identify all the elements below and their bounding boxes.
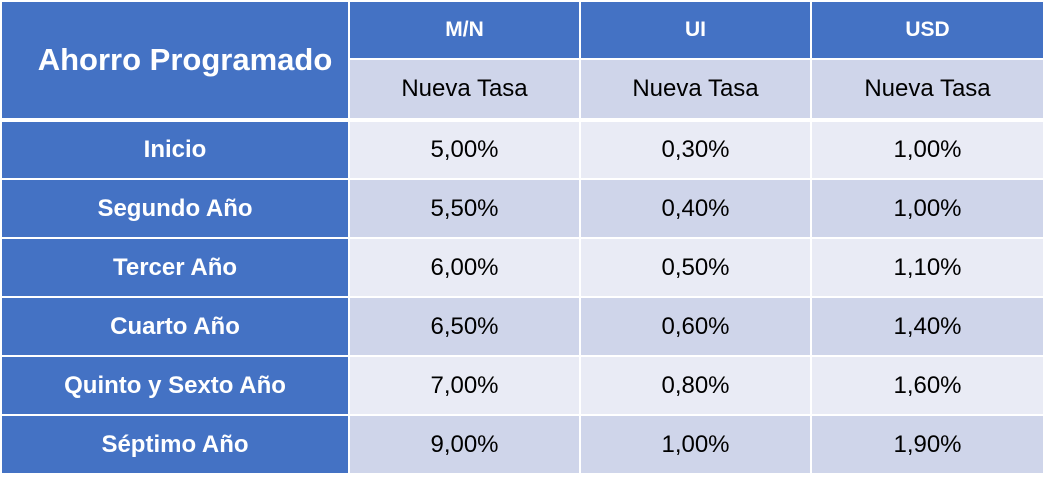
rates-table: Ahorro Programado M/N UI USD Nueva Tasa … xyxy=(2,2,1043,475)
rate-cell: 1,00% xyxy=(579,415,811,475)
row-label: Segundo Año xyxy=(2,179,350,239)
rate-cell: 1,40% xyxy=(810,297,1043,357)
rate-cell: 0,50% xyxy=(579,238,811,298)
currency-header-usd: USD xyxy=(810,2,1043,60)
rate-cell: 7,00% xyxy=(348,356,580,416)
rate-cell: 1,10% xyxy=(810,238,1043,298)
table-row: Tercer Año 6,00% 0,50% 1,10% xyxy=(2,238,1043,298)
rate-cell: 0,80% xyxy=(579,356,811,416)
currency-header-row: Ahorro Programado M/N UI USD xyxy=(2,2,1043,122)
rate-cell: 0,60% xyxy=(579,297,811,357)
table-row: Inicio 5,00% 0,30% 1,00% xyxy=(2,120,1043,180)
row-label: Séptimo Año xyxy=(2,415,350,475)
rate-cell: 0,30% xyxy=(579,120,811,180)
table-title: Ahorro Programado xyxy=(2,2,350,122)
subheader-usd: Nueva Tasa xyxy=(810,59,1043,122)
currency-header-ui: UI xyxy=(579,2,811,60)
table-row: Quinto y Sexto Año 7,00% 0,80% 1,60% xyxy=(2,356,1043,416)
rate-cell: 1,00% xyxy=(810,120,1043,180)
subheader-mn: Nueva Tasa xyxy=(348,59,580,122)
row-label: Tercer Año xyxy=(2,238,350,298)
table-row: Cuarto Año 6,50% 0,60% 1,40% xyxy=(2,297,1043,357)
currency-header-mn: M/N xyxy=(348,2,580,60)
subheader-ui: Nueva Tasa xyxy=(579,59,811,122)
rate-cell: 1,60% xyxy=(810,356,1043,416)
rate-cell: 6,50% xyxy=(348,297,580,357)
rate-cell: 5,00% xyxy=(348,120,580,180)
row-label: Inicio xyxy=(2,120,350,180)
rate-cell: 1,00% xyxy=(810,179,1043,239)
table-row: Segundo Año 5,50% 0,40% 1,00% xyxy=(2,179,1043,239)
rate-cell: 5,50% xyxy=(348,179,580,239)
subheader-row: Nueva Tasa Nueva Tasa Nueva Tasa xyxy=(2,59,1043,122)
rate-cell: 6,00% xyxy=(348,238,580,298)
row-label: Cuarto Año xyxy=(2,297,350,357)
rate-cell: 0,40% xyxy=(579,179,811,239)
rate-cell: 1,90% xyxy=(810,415,1043,475)
row-label: Quinto y Sexto Año xyxy=(2,356,350,416)
rate-cell: 9,00% xyxy=(348,415,580,475)
table-row: Séptimo Año 9,00% 1,00% 1,90% xyxy=(2,415,1043,475)
